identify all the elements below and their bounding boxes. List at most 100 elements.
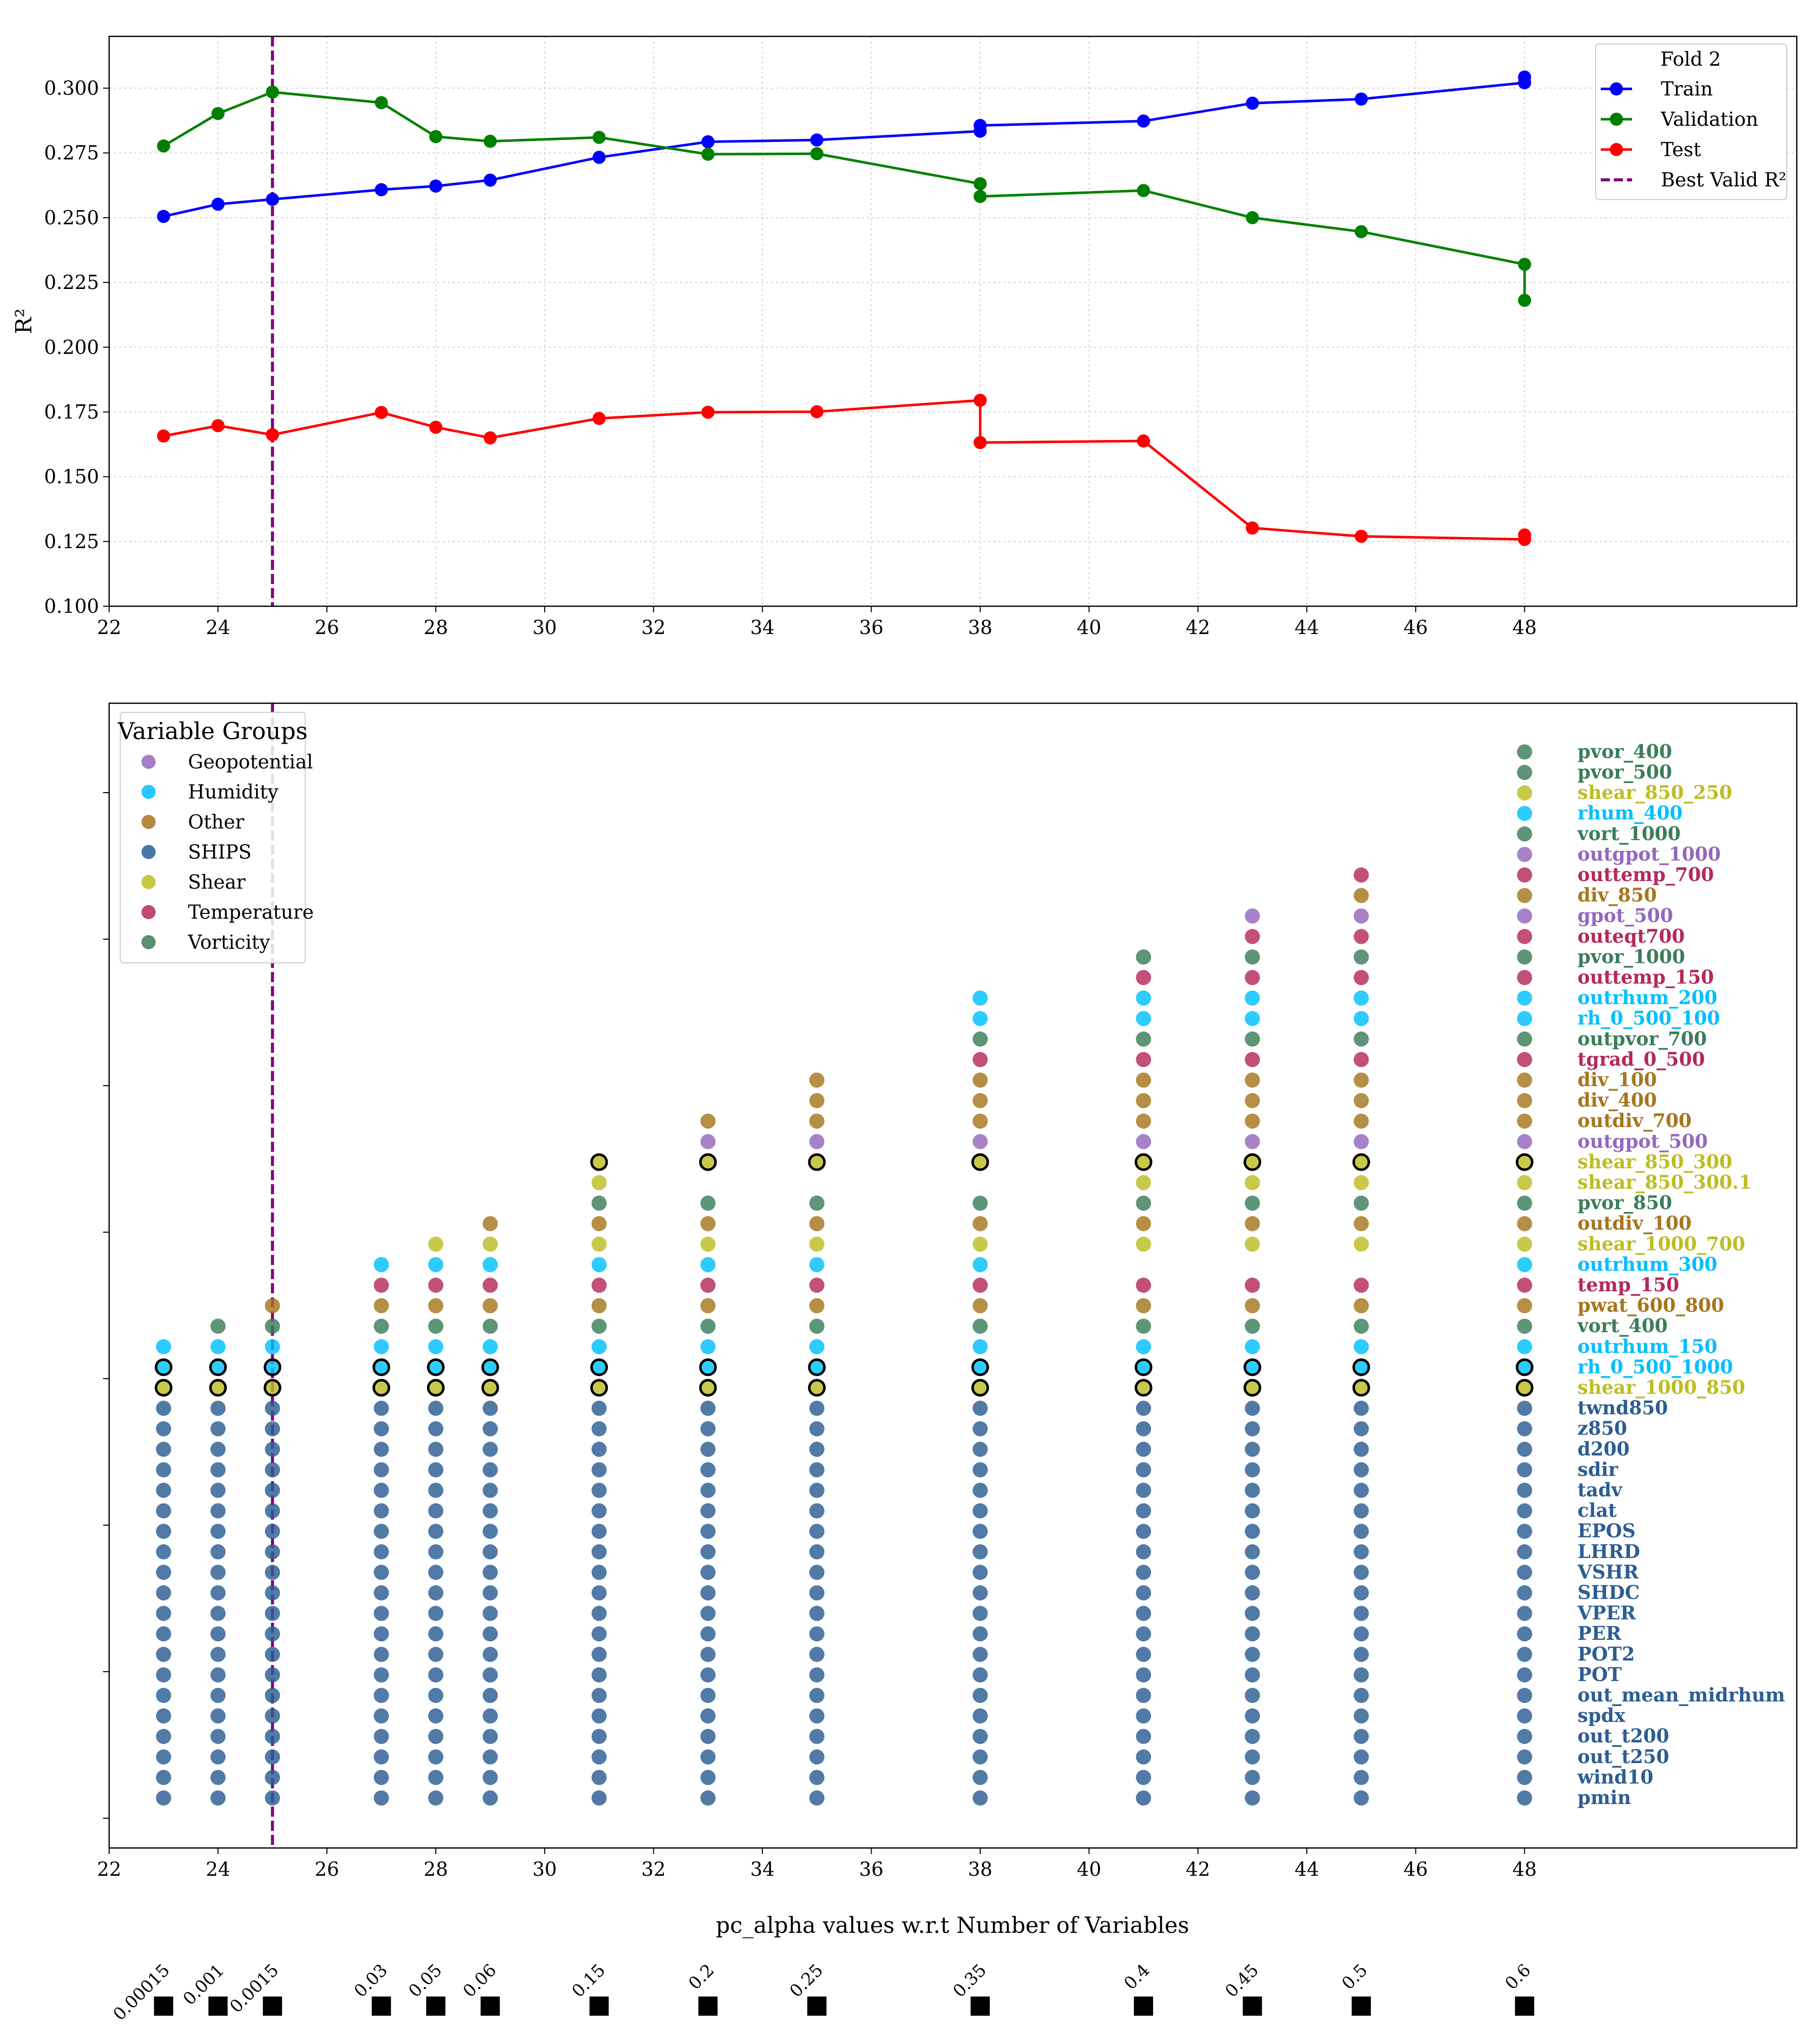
dot-tadv <box>809 1483 825 1498</box>
dot-shear-850-300 <box>1134 1153 1153 1171</box>
dot-outrhum-200 <box>1354 990 1369 1006</box>
dot-wind10 <box>700 1770 716 1785</box>
dot-pot <box>700 1667 716 1683</box>
dot-tadv <box>483 1483 498 1498</box>
vg-marker-geopotential <box>141 755 156 769</box>
dot-spdx <box>700 1708 716 1724</box>
dot-pot <box>373 1667 389 1683</box>
dot-rh-0-500-1000 <box>1243 1358 1262 1376</box>
dot-epos <box>1354 1524 1369 1539</box>
dot-pot <box>428 1667 444 1683</box>
dot-rh-0-500-1000 <box>1134 1358 1153 1376</box>
dot-z850 <box>483 1421 498 1437</box>
var-label-shear-1000-850: shear_1000_850 <box>1577 1376 1745 1398</box>
dot-shdc <box>1245 1585 1260 1600</box>
dot-shdc <box>373 1585 389 1600</box>
var-label-clat: clat <box>1577 1499 1617 1522</box>
validation-point <box>701 148 715 161</box>
dot-d200 <box>809 1441 825 1457</box>
dot-z850 <box>428 1421 444 1437</box>
dot-div-400 <box>972 1093 988 1108</box>
var-label-vshr: VSHR <box>1577 1561 1639 1583</box>
top-y-tick-label: 0.100 <box>44 595 99 617</box>
legend-entry-best-valid: Best Valid R² <box>1601 169 1786 191</box>
dot-pmin <box>591 1790 607 1806</box>
dot-outdiv-700 <box>1517 1113 1533 1129</box>
var-label-shear-850-250: shear_850_250 <box>1577 782 1732 804</box>
dot-spdx <box>1245 1708 1260 1724</box>
dot-sdir <box>265 1462 280 1478</box>
dot-wind10 <box>483 1770 498 1785</box>
legend-entry-validation: Validation <box>1601 108 1758 130</box>
var-label-z850: z850 <box>1577 1417 1627 1439</box>
dot-clat <box>809 1503 825 1519</box>
dot-out-t250 <box>1245 1749 1260 1765</box>
dot-vshr <box>483 1565 498 1580</box>
vg-label-shear: Shear <box>188 871 246 893</box>
dot-shear-1000-850 <box>1243 1379 1262 1397</box>
dot-pot <box>210 1667 226 1683</box>
dot-epos <box>700 1524 716 1539</box>
dot-out-t250 <box>156 1749 171 1765</box>
dot-out-t200 <box>1517 1729 1533 1744</box>
dot-z850 <box>265 1421 280 1437</box>
dot-pvor-850 <box>591 1195 607 1211</box>
var-label-vort-400: vort_400 <box>1577 1315 1668 1337</box>
dot-vort-400 <box>1136 1319 1152 1334</box>
dot-gpot-500 <box>1517 908 1533 924</box>
top-y-tick-label: 0.300 <box>44 77 99 100</box>
pc-alpha-marker <box>589 1997 609 2016</box>
test-point <box>211 419 225 432</box>
dot-pwat-600-800 <box>591 1298 607 1313</box>
dot-shear-850-300 <box>808 1153 826 1171</box>
dot-epos <box>591 1524 607 1539</box>
dot-twnd850 <box>591 1400 607 1416</box>
dot-wind10 <box>1136 1770 1152 1785</box>
dot-out-t250 <box>972 1749 988 1765</box>
vg-label-vorticity: Vorticity <box>187 931 270 953</box>
dot-shdc <box>1354 1585 1369 1600</box>
test-point <box>1137 434 1151 448</box>
dot-pmin <box>1245 1790 1260 1806</box>
dot-vper <box>373 1605 389 1621</box>
dot-vort-400 <box>483 1319 498 1334</box>
dot-twnd850 <box>210 1400 226 1416</box>
dot-epos <box>156 1524 171 1539</box>
dot-z850 <box>1245 1421 1260 1437</box>
dot-pwat-600-800 <box>972 1298 988 1313</box>
dot-out-mean-midrhum <box>1245 1688 1260 1703</box>
dot-pvor-850 <box>1245 1195 1260 1211</box>
vg-legend-box <box>120 712 306 963</box>
dot-shear-1000-850 <box>263 1379 281 1397</box>
dot-z850 <box>210 1421 226 1437</box>
dot-sdir <box>809 1462 825 1478</box>
dot-shdc <box>428 1585 444 1600</box>
dot-div-400 <box>1245 1093 1260 1108</box>
dot-lhrd <box>1245 1544 1260 1560</box>
dot-temp-150 <box>428 1278 444 1293</box>
bottom-x-tick-label: 28 <box>423 1858 448 1880</box>
dot-div-100 <box>1517 1073 1533 1088</box>
dot-outeqt700 <box>1354 929 1369 944</box>
dot-d200 <box>591 1441 607 1457</box>
dot-tadv <box>1517 1483 1533 1498</box>
dot-vshr <box>1354 1565 1369 1580</box>
dot-pvor-850 <box>1517 1195 1533 1211</box>
var-label-rh-0-500-100: rh_0_500_100 <box>1577 1007 1720 1029</box>
dot-out-t250 <box>1136 1749 1152 1765</box>
dot-pwat-600-800 <box>1245 1298 1260 1313</box>
var-label-outrhum-150: outrhum_150 <box>1577 1335 1717 1357</box>
dot-clat <box>591 1503 607 1519</box>
var-label-outrhum-200: outrhum_200 <box>1577 987 1717 1009</box>
dot-wind10 <box>156 1770 171 1785</box>
dot-out-mean-midrhum <box>700 1688 716 1703</box>
dot-epos <box>809 1524 825 1539</box>
dot-rhum-400 <box>1517 806 1533 821</box>
legend-train-marker <box>1610 82 1623 95</box>
dot-div-100 <box>1245 1073 1260 1088</box>
dot-outrhum-150 <box>809 1339 825 1354</box>
dot-outpvor-700 <box>1354 1031 1369 1047</box>
validation-point <box>973 177 987 190</box>
dot-pot <box>591 1667 607 1683</box>
dot-shdc <box>210 1585 226 1600</box>
